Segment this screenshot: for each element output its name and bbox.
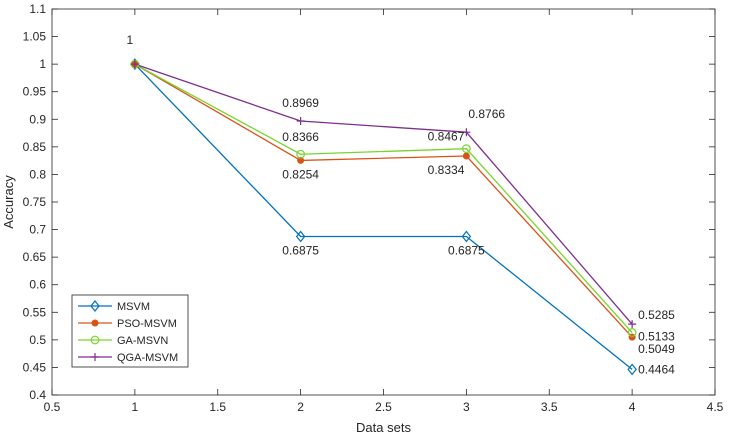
data-label: 0.4464 <box>638 362 675 376</box>
series-0-point-1 <box>295 230 306 243</box>
series-3-point-0 <box>130 60 139 69</box>
y-tick-label: 0.5 <box>29 333 46 347</box>
y-tick-label: 0.85 <box>23 140 47 154</box>
y-tick-label: 0.7 <box>29 223 46 237</box>
legend-marker-3 <box>91 353 99 361</box>
axes-layer: 0.5 1 1.5 2 2.5 3 3.5 4 4.5 0.4 0.45 0.5 0.55 0.6 0.65… <box>23 2 724 414</box>
series-2-point-2 <box>461 144 471 154</box>
series-line-3 <box>134 63 633 325</box>
y-tick-label: 0.75 <box>23 195 47 209</box>
y-tick-label: 0.55 <box>23 305 47 319</box>
x-tick-label: 2 <box>297 400 304 414</box>
series-layer <box>134 63 633 370</box>
y-tick-label: 0.4 <box>29 388 46 402</box>
y-tick-label: 1.1 <box>29 2 46 16</box>
series-line-1 <box>134 63 633 338</box>
x-tick-label: 3.5 <box>541 400 558 414</box>
legend-marker-2 <box>90 335 100 345</box>
x-tick-label: 2.5 <box>375 400 392 414</box>
y-tick-label: 0.65 <box>23 250 47 264</box>
x-tick-label: 4.5 <box>707 400 724 414</box>
data-label: 0.5133 <box>638 330 675 344</box>
data-label: 0.6875 <box>448 243 485 257</box>
series-2-point-1 <box>296 149 306 159</box>
data-label: 1 <box>127 33 134 47</box>
legend-label-0: MSVM <box>117 301 150 313</box>
series-3-point-2 <box>462 128 471 137</box>
data-label: 0.6875 <box>282 243 319 257</box>
data-label: 0.5285 <box>638 308 675 322</box>
marker-layer <box>130 58 637 376</box>
x-tick-label: 3 <box>463 400 470 414</box>
series-0-point-2 <box>461 230 472 243</box>
y-tick-label: 1 <box>39 57 46 71</box>
data-label: 0.5049 <box>638 342 675 356</box>
y-tick-label: 0.8 <box>29 167 46 181</box>
y-axis-title: Accuracy <box>1 175 16 229</box>
series-line-0 <box>134 63 633 370</box>
series-1-point-1 <box>297 156 305 164</box>
data-label: 0.8766 <box>468 107 505 121</box>
series-1-point-2 <box>462 152 470 160</box>
series-3-point-1 <box>296 116 305 125</box>
legend-marker-0 <box>90 300 100 312</box>
series-line-2 <box>134 63 633 333</box>
x-tick-label: 1.5 <box>209 400 226 414</box>
series-0-point-3 <box>627 363 637 376</box>
data-label: 0.8366 <box>282 130 319 144</box>
data-label: 0.8467 <box>428 130 465 144</box>
y-tick-label: 0.6 <box>29 278 46 292</box>
y-tick-label: 0.95 <box>23 85 47 99</box>
legend-label-2: GA-MSVN <box>117 335 168 347</box>
data-label: 0.8254 <box>282 167 319 181</box>
y-tick-label: 0.9 <box>29 112 46 126</box>
y-tick-label: 1.05 <box>23 30 47 44</box>
legend-marker-1 <box>91 319 99 327</box>
x-tick-label: 1 <box>132 400 139 414</box>
data-label: 0.8334 <box>428 163 465 177</box>
series-2-point-3 <box>627 328 637 337</box>
series-3-point-3 <box>628 320 637 329</box>
data-label: 0.8969 <box>282 96 319 110</box>
legend-label-1: PSO-MSVM <box>117 318 177 330</box>
x-tick-label: 0.5 <box>44 400 61 414</box>
x-axis-title: Data sets <box>356 420 411 435</box>
legend-label-3: QGA-MSVM <box>117 352 178 364</box>
y-tick-label: 0.45 <box>23 360 47 374</box>
x-tick-label: 4 <box>629 400 636 414</box>
legend: MSVM PSO-MSVM GA-MSVN QGA-MSVM <box>71 294 189 368</box>
